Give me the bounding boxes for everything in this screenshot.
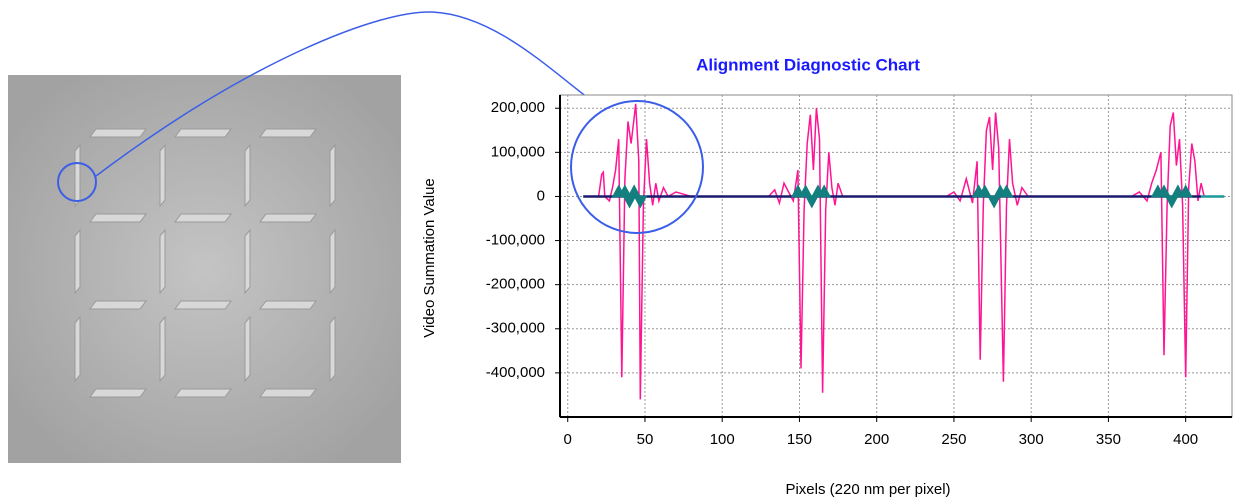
segment — [259, 213, 317, 223]
marker — [622, 195, 637, 209]
y-tick-label: -100,000 — [486, 232, 545, 249]
marker — [804, 195, 819, 209]
x-tick-label: 150 — [787, 431, 812, 448]
segment — [74, 228, 81, 295]
marks — [583, 103, 1225, 400]
x-axis-label: Pixels (220 nm per pixel) — [785, 481, 950, 498]
marker — [633, 195, 648, 209]
segment — [89, 128, 147, 138]
zoom-circle — [570, 100, 704, 234]
marker — [1157, 184, 1172, 198]
segment — [174, 300, 232, 310]
connector — [95, 11, 603, 177]
segment — [329, 315, 336, 383]
segment — [174, 213, 232, 223]
segment — [329, 228, 336, 295]
segment — [174, 388, 232, 398]
segment — [74, 143, 81, 208]
segment — [159, 143, 166, 208]
segment — [244, 143, 251, 208]
chart-title: Alignment Diagnostic Chart — [696, 55, 920, 74]
segment — [89, 213, 147, 223]
x-tick-label: 250 — [941, 431, 966, 448]
x-tick-label: 400 — [1173, 431, 1198, 448]
segment — [159, 228, 166, 295]
y-tick-label: -300,000 — [486, 320, 545, 337]
segment — [74, 315, 81, 383]
segment — [174, 128, 232, 138]
x-tick-label: 50 — [637, 431, 654, 448]
marker — [627, 184, 642, 198]
marker — [1178, 184, 1193, 198]
line — [595, 103, 1205, 400]
segment-pattern — [74, 128, 336, 398]
segment — [89, 388, 147, 398]
plot-area — [559, 94, 1233, 418]
x-tick-label: 100 — [710, 431, 735, 448]
marker — [1164, 195, 1179, 209]
marker — [977, 184, 992, 198]
zoom-circle — [57, 162, 97, 202]
y-axis-label: Video Summation Value — [421, 178, 438, 338]
marker — [999, 184, 1014, 198]
marker — [617, 184, 632, 198]
marker — [817, 184, 832, 198]
segment — [329, 143, 336, 208]
marker — [798, 184, 813, 198]
x-tick-label: 350 — [1096, 431, 1121, 448]
y-tick-label: 100,000 — [491, 143, 545, 160]
x-tick-label: 0 — [564, 431, 572, 448]
segment — [244, 228, 251, 295]
x-tick-label: 200 — [864, 431, 889, 448]
y-tick-label: -400,000 — [486, 364, 545, 381]
segment — [244, 315, 251, 383]
y-tick-label: 0 — [537, 187, 545, 204]
segment — [89, 300, 147, 310]
segment — [259, 388, 317, 398]
x-tick-label: 300 — [1019, 431, 1044, 448]
y-tick-label: -200,000 — [486, 276, 545, 293]
segment — [159, 315, 166, 383]
marker — [987, 195, 1002, 209]
y-tick-label: 200,000 — [491, 99, 545, 116]
segment — [259, 300, 317, 310]
segment — [259, 128, 317, 138]
